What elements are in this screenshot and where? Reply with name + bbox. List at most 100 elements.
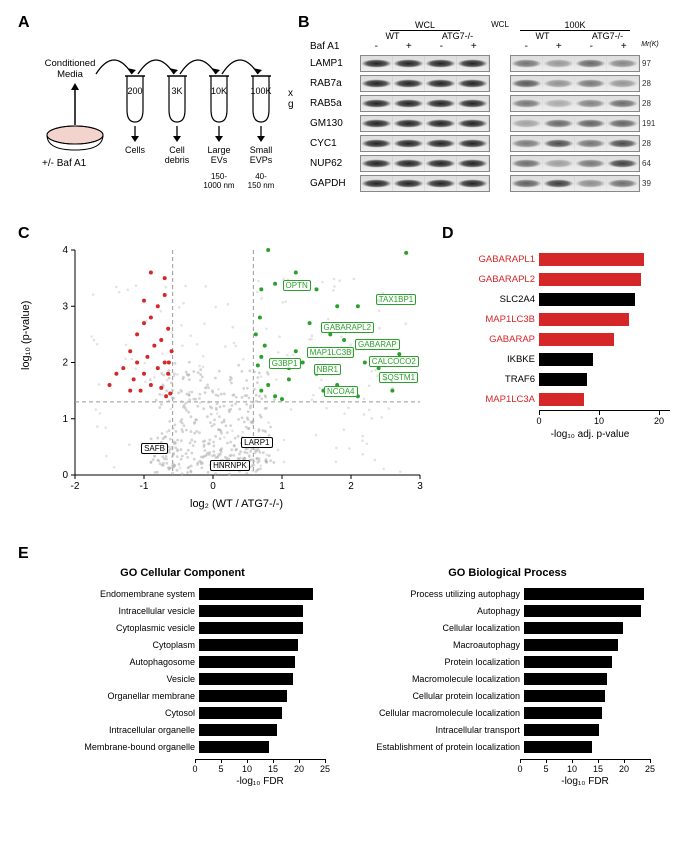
y-axis-label-c: log₁₀ (p-value) [20,301,32,370]
go-row-label: Endomembrane system [30,589,199,599]
arrow-icon [50,80,100,130]
go-row-label: Cytosol [30,708,199,718]
go-row-label: Intracellular vesicle [30,606,199,616]
svg-text:0: 0 [210,481,216,492]
panel-label-c: C [18,225,30,243]
go-bar [199,724,277,736]
volcano-gene-label: GABARAPL2 [321,322,375,333]
tube-speed: 100K [246,86,276,96]
go-xaxis-label: -log₁₀ FDR [520,776,650,787]
volcano-gene-label: SQSTM1 [379,372,418,383]
blot-band [360,175,490,192]
arrow-down-icon [213,126,225,144]
volcano-gene-label: G3BP1 [269,358,301,369]
arrow-down-icon [129,126,141,144]
go-row-label: Intracellular transport [355,725,524,735]
go-bar [199,673,293,685]
bar [539,373,587,386]
go-row-label: Process utilizing autophagy [355,589,524,599]
go-row-label: Macroautophagy [355,640,524,650]
panel-b: WCL WCL 100K WT ATG7-/- WT ATG7-/- Baf A… [310,20,670,192]
go-bar [199,690,287,702]
go-bar [524,656,612,668]
go-row-label: Protein localization [355,657,524,667]
go-bar [524,724,599,736]
100k-header: 100K [520,20,630,31]
panel-label-e: E [18,545,29,563]
petri-dish-icon [45,125,105,155]
go-chart-title: GO Biological Process [355,567,660,579]
geno-atg1: ATG7-/- [425,31,490,41]
bar [539,353,593,366]
svg-text:3: 3 [417,481,423,492]
bar [539,393,584,406]
go-bar [199,656,295,668]
svg-text:4: 4 [62,245,68,256]
go-row-label: Organellar membrane [30,691,199,701]
go-bar [199,741,269,753]
blot-row-label: NUP62 [310,158,360,169]
go-chart: GO Cellular Component Endomembrane system… [30,565,335,787]
volcano-gene-label: NBR1 [314,364,341,375]
go-row-label: Cellular macromolecule localization [355,708,524,718]
go-bar [524,588,644,600]
go-chart-title: GO Cellular Component [30,567,335,579]
go-chart: GO Biological Process Process utilizing a… [355,565,660,787]
blot-band [510,135,640,152]
wcl2-header: WCL [490,20,510,31]
blot-band [360,135,490,152]
bar [539,333,614,346]
tube-speed: 3K [162,86,192,96]
baf-row-label: Baf A1 [310,41,360,52]
panel-label-a: A [18,14,30,32]
volcano-gene-label: GABARAP [355,339,400,350]
geno-atg2: ATG7-/- [575,31,640,41]
blot-band [510,55,640,72]
mw-label: 191 [640,119,660,128]
tube-sublabel: 150-1000 nm [199,172,239,190]
volcano-gene-label: HNRNPK [210,460,250,471]
mw-label: 28 [640,139,660,148]
panel-e: GO Cellular Component Endomembrane system… [30,565,670,845]
volcano-gene-label: NCOA4 [324,386,358,397]
svg-text:1: 1 [279,481,285,492]
tube-label: LargeEVs [199,145,239,165]
blot-band [360,115,490,132]
bar-label: IKBKE [450,354,539,365]
tube-label: Celldebris [157,145,197,165]
panel-d: GABARAPL1GABARAPL2SLC2A4MAP1LC3BGABARAPI… [450,250,670,480]
go-bar [199,622,303,634]
go-row-label: Cytoplasmic vesicle [30,623,199,633]
svg-text:2: 2 [62,358,68,369]
go-row-label: Autophagy [355,606,524,616]
centrifuge-tube-icon [204,74,234,126]
bar [539,313,629,326]
go-bar [524,639,618,651]
go-bar [524,690,605,702]
mw-label: 64 [640,159,660,168]
blot-row-label: LAMP1 [310,58,360,69]
volcano-gene-label: SAFB [141,443,168,454]
centrifuge-tube-icon [162,74,192,126]
panel-c: -2-1012301234 OPTNTAX1BP1GABARAPL2GABARA… [30,240,430,520]
bar-label: TRAF6 [450,374,539,385]
panel-label-d: D [442,225,454,243]
x-axis-label-d: -log₁₀ adj. p-value [510,429,670,440]
bar-label: MAP1LC3B [450,314,539,325]
svg-text:2: 2 [348,481,354,492]
go-row-label: Intracellular organelle [30,725,199,735]
go-bar [199,588,313,600]
geno-wt1: WT [360,31,425,41]
bar-label: MAP1LC3A [450,394,539,405]
geno-wt2: WT [510,31,575,41]
baf-label: +/- Baf A1 [42,158,86,169]
go-row-label: Autophagosome [30,657,199,667]
mw-label: 39 [640,179,660,188]
panel-a: ConditionedMedia +/- Baf A1 200Cells3KCe… [40,30,300,190]
mw-label: 97 [640,59,660,68]
blot-row-label: GAPDH [310,178,360,189]
wcl-header: WCL [390,20,460,31]
bar [539,273,641,286]
blot-row-label: GM130 [310,118,360,129]
centrifuge-tube-icon [120,74,150,126]
